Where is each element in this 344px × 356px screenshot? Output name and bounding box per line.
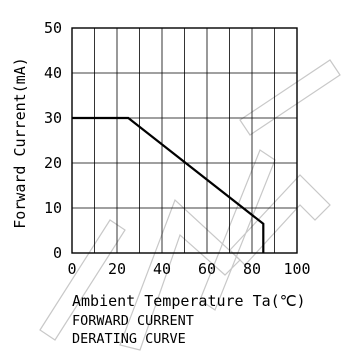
x-tick-label-20: 20 [108, 260, 126, 278]
x-tick-label-60: 60 [198, 260, 216, 278]
grid [72, 28, 297, 253]
x-tick-label-40: 40 [153, 260, 171, 278]
y-tick-label-30: 30 [44, 109, 62, 127]
x-axis-title: Ambient Temperature Ta(℃) [72, 292, 306, 310]
y-tick-label-0: 0 [53, 244, 62, 262]
watermark-stroke-0 [39, 219, 126, 341]
x-tick-label-0: 0 [67, 260, 76, 278]
y-tick-label-10: 10 [44, 199, 62, 217]
y-tick-label-20: 20 [44, 154, 62, 172]
y-tick-labels: 0 10 20 30 40 50 [44, 19, 62, 262]
series [72, 116, 265, 253]
chart-title-line-1: FORWARD CURRENT [72, 313, 194, 329]
x-tick-label-80: 80 [243, 260, 261, 278]
y-tick-label-50: 50 [44, 19, 62, 37]
watermark-stroke-3 [239, 59, 341, 136]
plot-frame [71, 27, 298, 254]
y-tick-label-40: 40 [44, 64, 62, 82]
plot-border [71, 27, 298, 254]
watermark-stroke-4 [229, 174, 331, 266]
watermark-stroke-2 [199, 149, 276, 311]
y-axis-title: Forward Current(mA) [11, 57, 29, 229]
watermark-stroke-1 [119, 198, 241, 351]
chart-title-line-2: DERATING CURVE [72, 331, 186, 347]
x-tick-label-100: 100 [283, 260, 310, 278]
x-tick-labels: 0 20 40 60 80 100 [67, 260, 310, 278]
watermark [39, 59, 341, 351]
series-line-0 [72, 116, 265, 253]
